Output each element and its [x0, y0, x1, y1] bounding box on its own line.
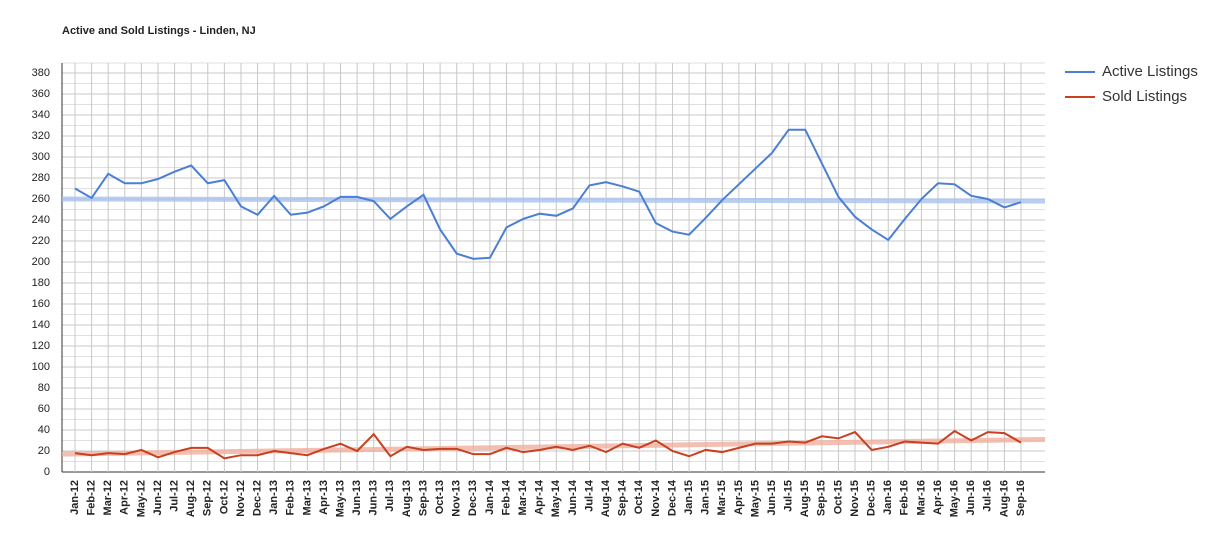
y-tick-label: 0 — [44, 466, 50, 478]
x-tick-label: Jan-15 — [700, 480, 712, 515]
x-tick-label: Oct-14 — [633, 479, 645, 514]
x-tick-label: Nov-13 — [451, 480, 463, 517]
series-line — [74, 128, 1022, 260]
x-tick-label: Apr-15 — [733, 480, 745, 515]
x-tick-label: Dec-14 — [666, 479, 678, 516]
x-tick-label: Aug-13 — [401, 480, 413, 517]
x-tick-label: May-13 — [334, 480, 346, 517]
y-tick-label: 120 — [32, 340, 50, 352]
x-tick-label: May-14 — [550, 479, 562, 517]
x-tick-label: Jun-12 — [152, 480, 164, 515]
x-tick-label: Jan-14 — [484, 479, 496, 515]
x-tick-label: Mar-16 — [915, 480, 927, 515]
y-tick-label: 60 — [38, 403, 50, 415]
y-tick-label: 180 — [32, 277, 50, 289]
trendline — [61, 196, 1046, 204]
x-tick-label: Jun-13 — [368, 480, 380, 515]
y-tick-label: 340 — [32, 109, 50, 121]
y-tick-label: 40 — [38, 424, 50, 436]
x-tick-label: May-12 — [135, 480, 147, 517]
x-tick-label: Oct-12 — [218, 480, 230, 514]
x-tick-label: Aug-16 — [998, 480, 1010, 517]
x-tick-label: May-16 — [949, 480, 961, 517]
x-tick-label: Dec-12 — [251, 480, 263, 516]
y-tick-label: 240 — [32, 214, 50, 226]
x-tick-label: Sep-13 — [417, 480, 429, 516]
y-tick-label: 360 — [32, 88, 50, 100]
x-tick-label: Jul-15 — [783, 480, 795, 512]
x-tick-label: Dec-13 — [467, 480, 479, 516]
series-line — [74, 429, 1022, 460]
x-tick-label: Jan-16 — [882, 480, 894, 515]
x-tick-label: Apr-13 — [318, 480, 330, 515]
x-tick-label: Sep-16 — [1015, 480, 1027, 516]
x-tick-label: Oct-15 — [832, 480, 844, 514]
x-tick-label: Aug-15 — [799, 480, 811, 517]
x-tick-label: Oct-13 — [434, 480, 446, 514]
x-tick-label: Jul-13 — [384, 480, 396, 512]
x-tick-label: Jun-14 — [567, 479, 579, 515]
x-tick-label: Jan-13 — [268, 480, 280, 515]
chart-title: Active and Sold Listings - Linden, NJ — [62, 25, 256, 37]
x-tick-label: Mar-12 — [102, 480, 114, 515]
x-tick-label: Sep-15 — [816, 480, 828, 516]
legend-label: Active Listings — [1102, 63, 1198, 80]
y-tick-label: 140 — [32, 319, 50, 331]
x-tick-label: Apr-14 — [534, 479, 546, 515]
y-tick-label: 220 — [32, 235, 50, 247]
x-tick-label: Jun-15 — [766, 480, 778, 515]
y-tick-label: 100 — [32, 361, 50, 373]
y-tick-label: 160 — [32, 298, 50, 310]
y-tick-label: 260 — [32, 193, 50, 205]
x-tick-label: Dec-15 — [866, 480, 878, 516]
x-tick-label: Sep-14 — [617, 479, 629, 516]
x-tick-label: Jul-12 — [168, 480, 180, 512]
y-tick-label: 380 — [32, 67, 50, 79]
x-tick-label: Jan-12 — [69, 480, 81, 515]
y-tick-label: 20 — [38, 445, 50, 457]
y-tick-label: 320 — [32, 130, 50, 142]
x-tick-label: Aug-14 — [600, 479, 612, 517]
x-tick-label: Nov-15 — [849, 480, 861, 517]
x-tick-label: May-15 — [749, 480, 761, 517]
y-tick-label: 80 — [38, 382, 50, 394]
x-tick-label: Feb-13 — [285, 480, 297, 515]
x-tick-label: Apr-12 — [119, 480, 131, 515]
x-tick-label: Mar-13 — [301, 480, 313, 515]
y-tick-label: 280 — [32, 172, 50, 184]
x-tick-label: Sep-12 — [202, 480, 214, 516]
x-tick-label: Mar-14 — [517, 479, 529, 515]
x-tick-label: Jul-16 — [982, 480, 994, 512]
legend-label: Sold Listings — [1102, 88, 1187, 105]
x-tick-label: Feb-16 — [899, 480, 911, 515]
x-tick-label: Jul-14 — [583, 479, 595, 512]
y-tick-label: 200 — [32, 256, 50, 268]
y-tick-label: 300 — [32, 151, 50, 163]
x-tick-label: Nov-14 — [650, 479, 662, 517]
x-tick-label: Aug-12 — [185, 480, 197, 517]
x-tick-label: Nov-12 — [235, 480, 247, 517]
x-tick-label: Mar-15 — [716, 480, 728, 515]
x-tick-label: Jun-13 — [351, 480, 363, 515]
x-tick-label: Apr-16 — [932, 480, 944, 515]
x-tick-label: Jan-15 — [683, 480, 695, 515]
x-tick-label: Jun-16 — [965, 480, 977, 515]
x-tick-label: Feb-12 — [86, 480, 98, 515]
x-tick-label: Feb-14 — [500, 479, 512, 515]
